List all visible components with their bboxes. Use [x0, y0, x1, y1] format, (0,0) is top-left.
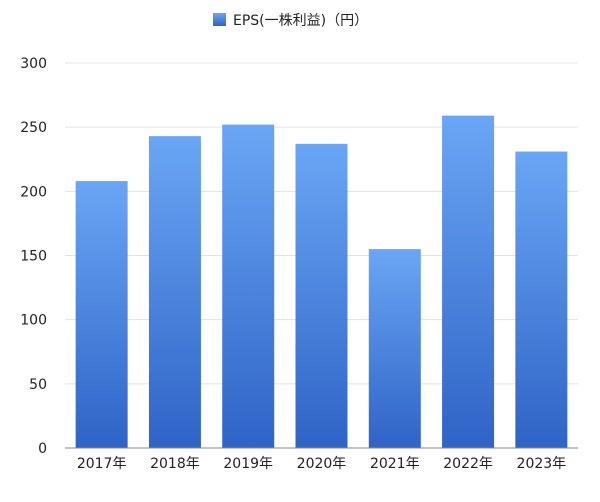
- x-tick-label: 2019年: [223, 456, 273, 472]
- bar-2017年: [75, 181, 128, 449]
- x-tick-label: 2020年: [297, 456, 347, 472]
- x-tick-label: 2018年: [150, 456, 200, 472]
- x-tick-label: 2017年: [77, 456, 127, 472]
- legend-label: EPS(一株利益)（円）: [233, 13, 368, 29]
- x-tick-label: 2021年: [370, 456, 420, 472]
- bar-2022年: [442, 115, 495, 448]
- bar-2021年: [368, 249, 421, 448]
- legend: EPS(一株利益)（円）: [213, 13, 368, 29]
- bar-2020年: [295, 143, 348, 448]
- bars: [75, 115, 568, 449]
- x-tick-label: 2022年: [443, 456, 493, 472]
- y-tick-label: 150: [20, 249, 47, 265]
- bar-2023年: [515, 151, 568, 449]
- bar-2018年: [148, 136, 201, 448]
- y-tick-label: 100: [20, 313, 47, 329]
- y-tick-label: 300: [20, 56, 47, 72]
- y-axis-tick-labels: 0 50 100 150 200 250 300: [20, 56, 47, 457]
- y-tick-label: 200: [20, 184, 47, 200]
- y-tick-label: 250: [20, 120, 47, 136]
- legend-swatch: [213, 13, 226, 26]
- bar-2019年: [222, 124, 275, 448]
- y-tick-label: 0: [38, 441, 47, 457]
- x-tick-label: 2023年: [517, 456, 567, 472]
- y-tick-label: 50: [29, 377, 47, 393]
- x-axis-tick-labels: 2017年 2018年 2019年 2020年 2021年 2022年 2023年: [77, 456, 566, 472]
